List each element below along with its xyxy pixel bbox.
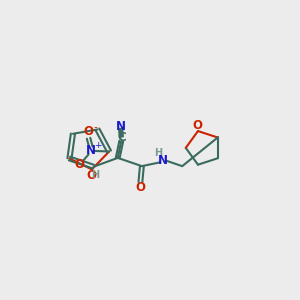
- Text: O: O: [83, 125, 94, 138]
- Text: C: C: [117, 131, 126, 144]
- Text: N: N: [116, 120, 126, 133]
- Text: N: N: [158, 154, 168, 167]
- Text: O: O: [192, 119, 203, 132]
- Text: O: O: [135, 182, 146, 194]
- Text: H: H: [154, 148, 162, 158]
- Text: H: H: [91, 170, 99, 180]
- Text: O: O: [87, 169, 97, 182]
- Text: +: +: [94, 141, 101, 150]
- Text: O: O: [75, 158, 85, 171]
- Text: -: -: [93, 122, 97, 132]
- Text: N: N: [86, 144, 96, 158]
